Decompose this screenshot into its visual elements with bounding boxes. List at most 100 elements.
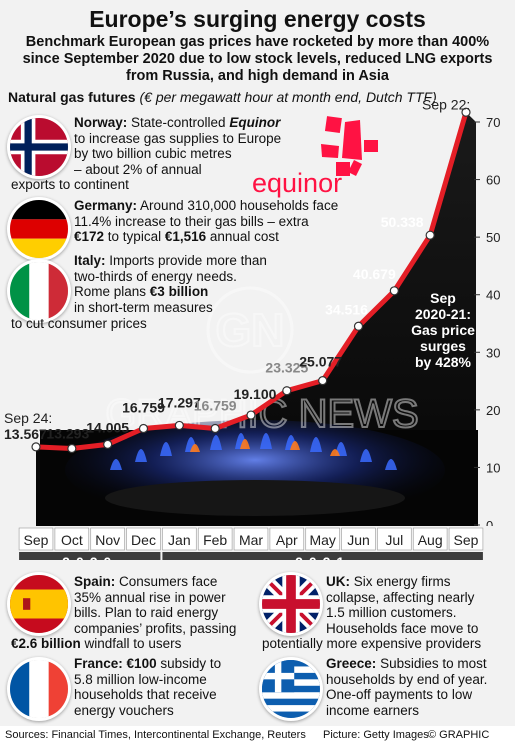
data-label: 25.077 [299, 354, 342, 370]
month-box [305, 527, 340, 551]
month-box [162, 527, 197, 551]
germany-flag-icon [10, 200, 68, 258]
y-tick-label: 50 [486, 230, 500, 245]
norway-text: Norway: State-controlled Equinor to incr… [74, 115, 314, 177]
month-box [90, 527, 125, 551]
uk-flag-icon [262, 575, 320, 633]
spain-line: 35% annual rise in power [74, 589, 226, 605]
data-label: 13.293 [46, 425, 89, 441]
y-tick-label: 0 [486, 518, 493, 533]
month-label: Oct [61, 532, 83, 548]
y-tick-label: 30 [486, 345, 500, 360]
data-point [353, 321, 364, 331]
month-label: Jun [347, 532, 370, 548]
germany-cost: €1,516 [164, 229, 207, 244]
france-name: France: [74, 656, 123, 671]
equinor-star-icon [321, 116, 378, 176]
germany-t3: annual cost [206, 229, 279, 244]
data-point [174, 420, 184, 431]
uk-line: Households face move to [326, 620, 479, 636]
data-points [31, 107, 471, 454]
norway-t1: State-controlled [127, 115, 230, 130]
uk-name: UK: [326, 574, 350, 589]
norway-text-last: exports to continent [11, 177, 129, 192]
italy-name: Italy: [74, 253, 106, 268]
month-label: Sep [454, 532, 479, 548]
data-label: 17.297 [158, 394, 201, 410]
month-label: Sep [24, 532, 49, 548]
first-label-prefix: Sep 24: [4, 410, 52, 426]
italy-line: in short-term measures [74, 299, 213, 315]
germany-line: 11.4% increase to their gas bills – extr… [74, 213, 309, 229]
italy-flag-icon [10, 262, 68, 320]
data-point [246, 410, 256, 420]
data-label: 50.338 [381, 214, 424, 230]
italy-text: Italy: Imports provide more than two-thi… [74, 253, 304, 315]
france-flag-icon [10, 660, 68, 718]
uk-text-last: potentially more expensive providers [262, 636, 482, 651]
data-point [425, 230, 435, 240]
data-point [282, 386, 292, 396]
france-line: energy vouchers [74, 702, 174, 718]
data-label: 13.567 [4, 426, 47, 442]
last-label-prefix: Sep 22: [422, 100, 470, 112]
spain-line: Consumers face [119, 574, 218, 589]
graphic-news-credit: © GRAPHIC NEWS [428, 729, 490, 741]
data-label: 71.692 [422, 100, 465, 103]
y-tick-label: 70 [486, 115, 500, 130]
germany-extra: €172 [74, 229, 105, 244]
month-label: Feb [203, 532, 227, 548]
year-bar [162, 552, 483, 560]
month-box [54, 527, 90, 551]
month-label: May [309, 532, 335, 548]
uk-line: collapse, affecting nearly [326, 589, 475, 605]
month-box [233, 527, 269, 551]
month-box [341, 527, 376, 551]
y-tick-label: 60 [486, 173, 500, 188]
spain-name: Spain: [74, 574, 116, 589]
month-box [197, 527, 233, 551]
y-tick-label: 10 [486, 460, 500, 475]
month-box [269, 527, 305, 551]
footer: Sources: Financial Times, Intercontinent… [0, 726, 515, 744]
chart-label-units: (€ per megawatt hour at month end, Dutch… [139, 89, 437, 105]
germany-line: Around 310,000 households face [140, 198, 339, 213]
equinor-wordmark: equinor [252, 168, 343, 198]
gas-flame-picture [40, 420, 478, 526]
month-label: Mar [239, 532, 263, 548]
y-axis: 0 10 20 30 40 50 60 70 [474, 115, 500, 533]
data-point [389, 286, 399, 296]
spain-amount: €2.6 billion [11, 636, 81, 651]
month-box [18, 527, 54, 551]
data-label: 34.516 [325, 301, 368, 317]
france-amount: €100 [126, 656, 157, 671]
france-line: 5.8 million low-income [74, 671, 207, 687]
italy-line: Imports provide more than [109, 253, 267, 268]
data-point [461, 107, 471, 117]
france-t1: subsidy to [156, 656, 222, 671]
greece-line: Subsidies to most [380, 656, 487, 671]
uk-text: UK: Six energy firms collapse, affecting… [326, 574, 511, 636]
greece-text: Greece: Subsidies to most households by … [326, 656, 511, 718]
italy-t1: Rome plans [74, 284, 150, 299]
y-tick-label: 40 [486, 288, 500, 303]
chart-label: Natural gas futures (€ per megawatt hour… [8, 89, 437, 105]
price-area [36, 112, 476, 526]
year-label: 2021 [295, 554, 350, 560]
month-label: Jan [168, 532, 191, 548]
norway-line: to increase gas supplies to Europe [74, 130, 282, 146]
month-box [412, 527, 448, 551]
data-point [138, 423, 149, 434]
italy-line: two-thirds of energy needs. [74, 268, 237, 284]
sources-text: Sources: Financial Times, Intercontinent… [5, 729, 306, 741]
data-label: 16.759 [194, 398, 237, 414]
data-labels: 13.567 13.29314.00516.75917.29716.75919.1… [4, 100, 470, 442]
germany-name: Germany: [74, 198, 138, 213]
data-point [103, 439, 113, 449]
data-label: 40.679 [353, 266, 396, 282]
data-point [31, 442, 41, 452]
month-box [377, 527, 412, 551]
equinor-name: Equinor [229, 115, 281, 130]
spain-text-last: €2.6 billion windfall to users [11, 636, 181, 652]
norway-line: – about 2% of annual [74, 161, 202, 177]
